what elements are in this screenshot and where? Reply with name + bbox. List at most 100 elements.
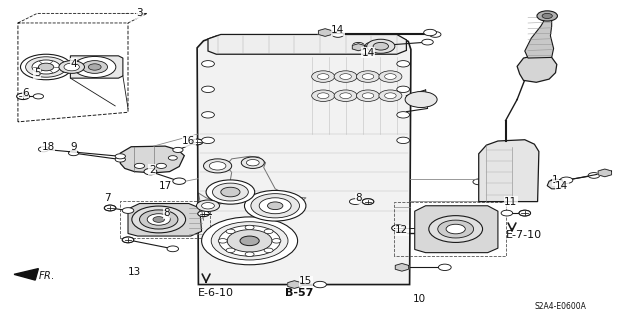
Circle shape [221, 187, 240, 197]
Circle shape [332, 32, 344, 37]
Polygon shape [197, 36, 411, 285]
Circle shape [26, 57, 67, 77]
Circle shape [317, 93, 329, 99]
Circle shape [405, 92, 437, 108]
Circle shape [173, 178, 186, 184]
Circle shape [244, 190, 306, 221]
Circle shape [362, 74, 374, 79]
Circle shape [245, 225, 254, 230]
Circle shape [38, 63, 54, 71]
Circle shape [397, 137, 410, 144]
Polygon shape [415, 206, 498, 253]
Circle shape [240, 236, 259, 246]
Circle shape [312, 71, 335, 82]
Circle shape [38, 147, 49, 152]
Text: S2A4-E0600A: S2A4-E0600A [534, 302, 586, 311]
Circle shape [202, 217, 298, 265]
Circle shape [373, 42, 388, 50]
Circle shape [153, 217, 164, 222]
Text: 6: 6 [22, 87, 29, 98]
Circle shape [82, 61, 108, 73]
Circle shape [288, 281, 301, 288]
Polygon shape [120, 146, 184, 173]
Circle shape [202, 137, 214, 144]
Circle shape [227, 230, 272, 252]
Text: 14: 14 [362, 48, 374, 58]
Circle shape [560, 177, 573, 183]
Circle shape [64, 63, 79, 71]
Circle shape [104, 205, 116, 211]
Polygon shape [479, 140, 539, 202]
Circle shape [379, 71, 402, 82]
Circle shape [422, 39, 433, 45]
Circle shape [264, 229, 273, 234]
Circle shape [209, 162, 226, 170]
Text: B-57: B-57 [285, 288, 314, 298]
Circle shape [211, 222, 288, 260]
Circle shape [550, 179, 561, 185]
Text: 7: 7 [104, 193, 111, 204]
Circle shape [202, 112, 214, 118]
Text: 1: 1 [552, 175, 559, 185]
Circle shape [140, 210, 178, 229]
Circle shape [429, 32, 441, 37]
Circle shape [192, 139, 202, 145]
Circle shape [122, 208, 134, 213]
Circle shape [241, 157, 264, 168]
Circle shape [144, 168, 157, 175]
Circle shape [385, 74, 396, 79]
Polygon shape [208, 34, 406, 54]
Circle shape [17, 93, 29, 100]
Polygon shape [288, 281, 301, 288]
Circle shape [132, 206, 186, 233]
Circle shape [356, 71, 380, 82]
Circle shape [168, 156, 177, 160]
Circle shape [334, 71, 357, 82]
Text: 8: 8 [355, 193, 362, 204]
Circle shape [353, 42, 364, 48]
Circle shape [68, 151, 79, 156]
Circle shape [340, 74, 351, 79]
Circle shape [173, 147, 183, 152]
Text: 16: 16 [182, 136, 195, 146]
Circle shape [314, 281, 326, 288]
Circle shape [122, 237, 134, 243]
Circle shape [33, 94, 44, 99]
Circle shape [122, 237, 134, 243]
Circle shape [319, 29, 332, 36]
Text: 5: 5 [34, 68, 40, 78]
Circle shape [134, 163, 145, 168]
Circle shape [365, 42, 377, 48]
Polygon shape [525, 15, 554, 58]
Circle shape [268, 202, 283, 210]
Text: 14: 14 [556, 181, 568, 191]
Circle shape [264, 248, 273, 253]
Circle shape [397, 61, 410, 67]
Polygon shape [128, 204, 202, 236]
Circle shape [397, 86, 410, 93]
Polygon shape [319, 29, 332, 36]
Circle shape [104, 205, 116, 211]
Circle shape [598, 170, 611, 176]
Circle shape [219, 226, 280, 256]
Circle shape [349, 199, 361, 204]
Circle shape [537, 11, 557, 21]
Text: 13: 13 [128, 267, 141, 277]
Text: 12: 12 [396, 225, 408, 235]
Polygon shape [18, 13, 147, 23]
Circle shape [340, 93, 351, 99]
Circle shape [385, 93, 396, 99]
Polygon shape [396, 263, 408, 271]
Polygon shape [70, 56, 123, 78]
Circle shape [519, 210, 531, 216]
Circle shape [147, 214, 170, 225]
Circle shape [115, 157, 125, 162]
Circle shape [259, 198, 291, 214]
Circle shape [196, 200, 220, 211]
Circle shape [251, 194, 300, 218]
Circle shape [312, 90, 335, 101]
Circle shape [20, 54, 72, 80]
Circle shape [32, 60, 60, 74]
Polygon shape [598, 169, 611, 177]
Circle shape [245, 252, 254, 256]
